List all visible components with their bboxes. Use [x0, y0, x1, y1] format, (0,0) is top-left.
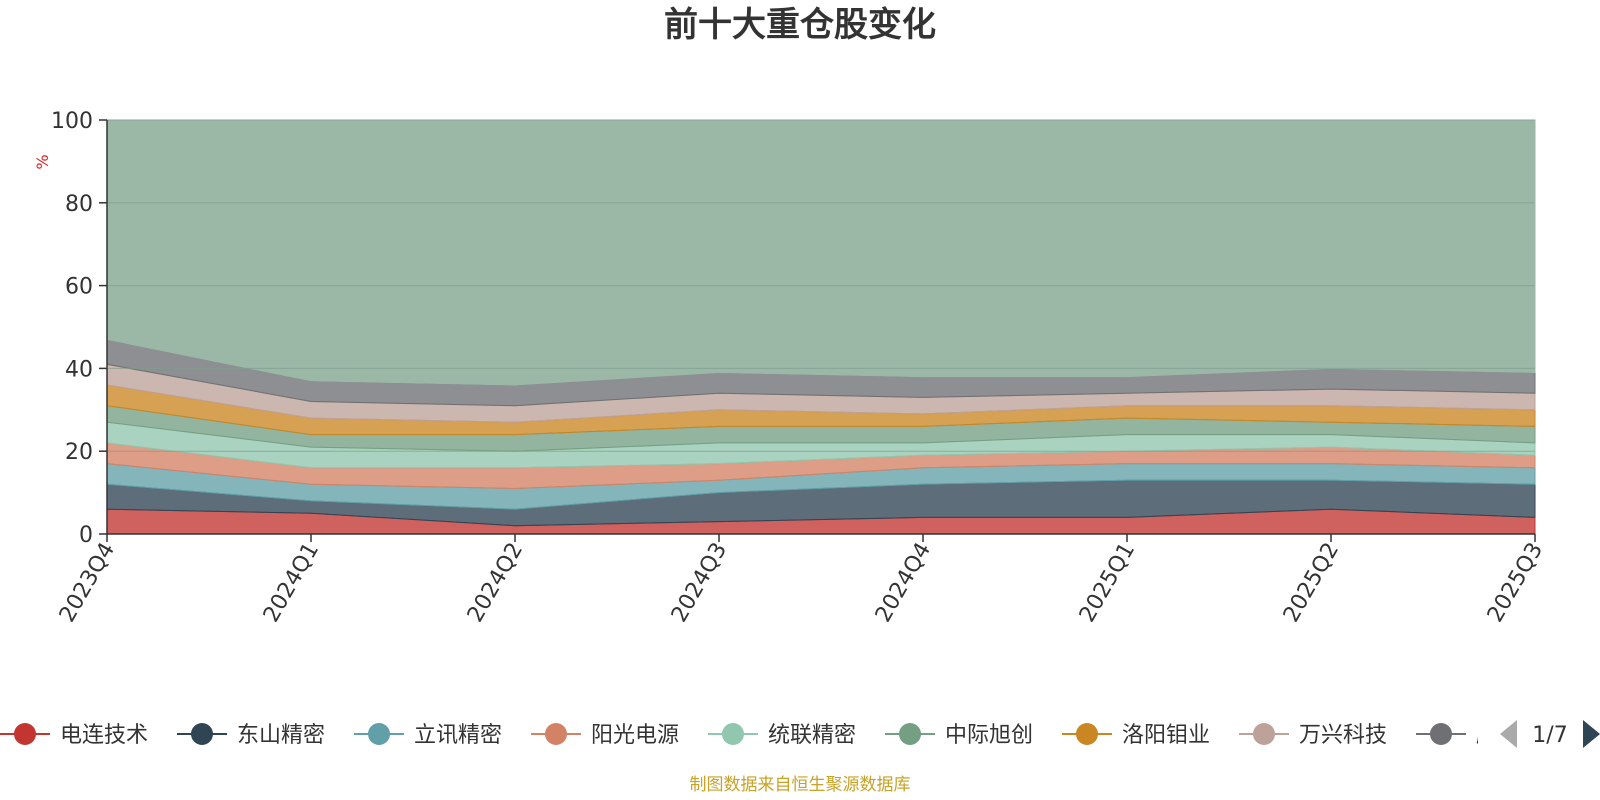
- legend-marker-1: [191, 723, 213, 745]
- legend[interactable]: 电连技术 东山精密 立讯精密 阳光电源 统联精密 中际旭创 洛阳钼业 万兴科技 胜宏科技: [0, 723, 1564, 748]
- legend-page-indicator: 1/7: [1532, 723, 1567, 748]
- legend-marker-4: [722, 723, 744, 745]
- legend-item-1[interactable]: 东山精密: [177, 723, 325, 748]
- legend-marker-8: [1430, 723, 1452, 745]
- y-tick-label-5: 100: [51, 109, 93, 134]
- legend-item-4[interactable]: 统联精密: [708, 723, 856, 748]
- legend-marker-7: [1253, 723, 1275, 745]
- area-series-9[interactable]: [106, 119, 1536, 386]
- legend-item-3[interactable]: 阳光电源: [531, 723, 679, 748]
- legend-item-5[interactable]: 中际旭创: [885, 723, 1033, 748]
- x-tick-label-3: 2024Q3: [667, 539, 732, 627]
- legend-label-3: 阳光电源: [591, 723, 679, 748]
- chart-title: 前十大重仓股变化: [664, 5, 936, 45]
- legend-item-0[interactable]: 电连技术: [0, 723, 148, 748]
- y-tick-label-4: 80: [65, 192, 93, 217]
- legend-label-6: 洛阳钼业: [1122, 723, 1210, 748]
- legend-item-8[interactable]: 胜宏科技: [1416, 723, 1564, 748]
- legend-item-2[interactable]: 立讯精密: [354, 723, 502, 748]
- legend-label-5: 中际旭创: [945, 723, 1033, 748]
- y-tick-label-2: 40: [65, 357, 93, 382]
- gridlines: [107, 119, 1535, 452]
- source-note: 制图数据来自恒生聚源数据库: [690, 775, 911, 795]
- legend-label-1: 东山精密: [237, 723, 325, 748]
- legend-pager[interactable]: 1/7: [1500, 720, 1600, 748]
- x-tick-label-0: 2023Q4: [55, 539, 120, 627]
- x-tick-label-7: 2025Q3: [1483, 539, 1548, 627]
- x-tick-label-1: 2024Q1: [259, 539, 324, 627]
- area-series-group: [106, 119, 1536, 535]
- x-tick-label-2: 2024Q2: [463, 539, 528, 627]
- legend-item-6[interactable]: 洛阳钼业: [1062, 723, 1210, 748]
- legend-item-7[interactable]: 万兴科技: [1239, 723, 1387, 748]
- legend-marker-6: [1076, 723, 1098, 745]
- y-tick-label-0: 0: [79, 523, 93, 548]
- y-tick-label-3: 60: [65, 275, 93, 300]
- legend-prev-page-icon[interactable]: [1500, 720, 1517, 748]
- x-tick-label-4: 2024Q4: [871, 539, 936, 627]
- legend-next-page-icon[interactable]: [1583, 720, 1600, 748]
- legend-marker-0: [14, 723, 36, 745]
- legend-marker-5: [899, 723, 921, 745]
- legend-label-7: 万兴科技: [1299, 723, 1387, 748]
- legend-marker-3: [545, 723, 567, 745]
- x-tick-label-5: 2025Q1: [1075, 539, 1140, 627]
- legend-marker-2: [368, 723, 390, 745]
- legend-label-4: 统联精密: [768, 723, 856, 748]
- x-tick-label-6: 2025Q2: [1279, 539, 1344, 627]
- legend-label-2: 立讯精密: [414, 723, 502, 748]
- legend-label-8: 胜宏科技: [1476, 723, 1564, 748]
- legend-label-0: 电连技术: [60, 723, 148, 748]
- y-tick-label-1: 20: [65, 440, 93, 465]
- y-axis-unit-label: %: [33, 154, 52, 169]
